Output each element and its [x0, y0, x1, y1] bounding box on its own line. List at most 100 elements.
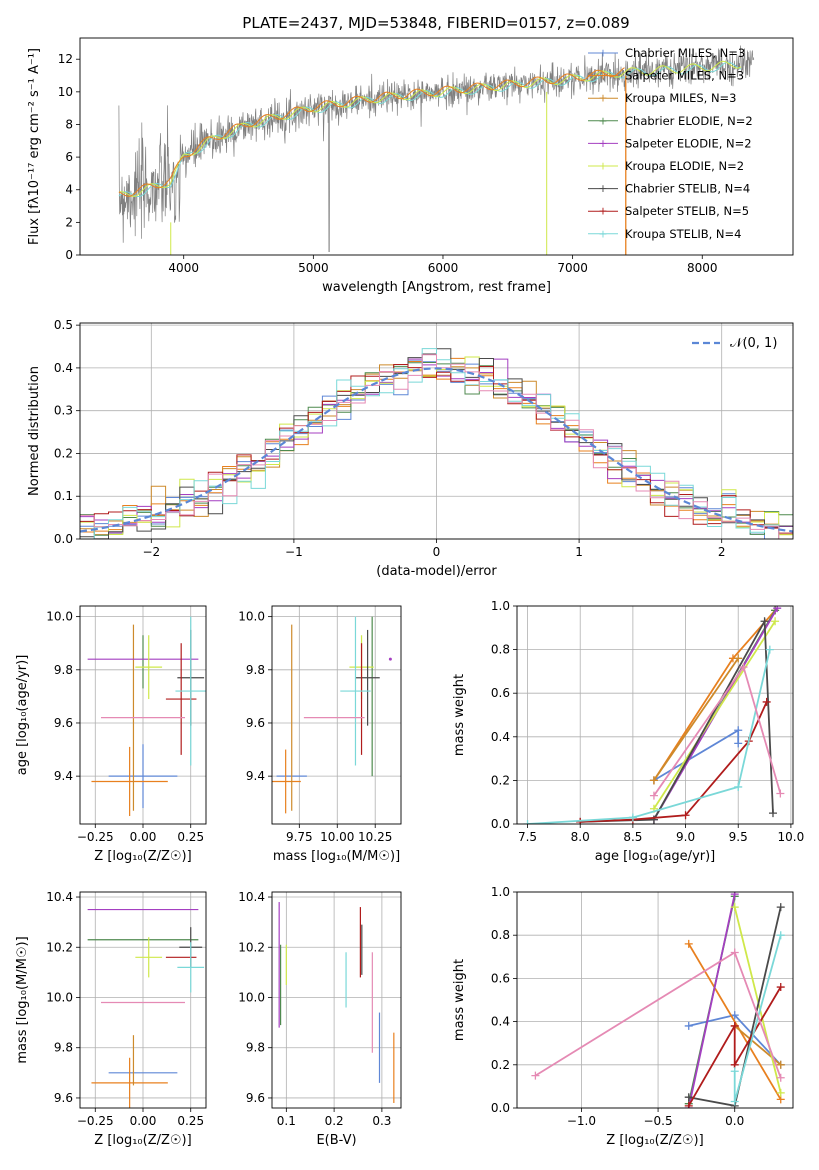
y-tick-label: 4	[65, 183, 73, 197]
legend-label: Chabrier ELODIE, N=2	[625, 114, 753, 128]
y-tick-label: 9.6	[246, 1091, 265, 1105]
weight-marker	[776, 1060, 785, 1069]
model-spectrum-2	[118, 60, 742, 197]
legend-marker: +	[598, 69, 607, 82]
y-tick-label: 0.6	[491, 971, 510, 985]
y-tick-label: 10.4	[46, 890, 73, 904]
y-tick-label: 12	[58, 52, 73, 66]
errorbar-point	[108, 744, 178, 809]
y-tick-label: 9.8	[54, 663, 73, 677]
legend-label: Salpeter ELODIE, N=2	[625, 136, 752, 150]
legend-marker: +	[598, 92, 607, 105]
x-tick-label: 7.5	[518, 830, 537, 844]
y-tick-label: 6	[65, 150, 73, 164]
panel-3: −0.25 0.00 0.25 9.4 9.6 9.8 10.0 Z [log₁₀(Z/Z☉)…	[15, 605, 207, 864]
plot-marks	[278, 902, 395, 1103]
weight-marker	[684, 1021, 693, 1030]
x-tick-label: 0.2	[325, 1114, 344, 1128]
weight-marker	[776, 789, 785, 798]
plot-marks	[80, 348, 793, 539]
weight-marker	[760, 617, 769, 626]
y-tick-label: 10.4	[238, 890, 265, 904]
model-spectrum-3	[118, 67, 625, 197]
plot-marks	[531, 892, 785, 1108]
weight-marker	[734, 782, 743, 791]
y-tick-label: 10.2	[238, 940, 265, 954]
x-tick-label: −1	[285, 545, 303, 559]
y-tick-label: 0.4	[491, 730, 510, 744]
weight-marker	[776, 931, 785, 940]
weight-marker	[734, 726, 743, 735]
y-axis-label: Flux [fλ10⁻¹⁷ erg cm⁻² s⁻¹ A⁻¹]	[27, 48, 42, 245]
plot-marks	[118, 45, 755, 255]
residual-histogram-10	[80, 354, 793, 539]
axes-frame	[79, 322, 794, 540]
y-tick-label: 1.0	[491, 599, 510, 613]
y-tick-label: 0.2	[491, 1058, 510, 1072]
x-tick-label: −0.5	[643, 1114, 672, 1128]
weight-marker	[734, 739, 743, 748]
weight-marker	[523, 820, 532, 824]
observed-spectrum	[118, 45, 755, 253]
x-tick-label: 1	[575, 545, 583, 559]
x-tick-label: 8.0	[571, 830, 590, 844]
weight-marker	[730, 1021, 739, 1030]
x-tick-label: 0.25	[177, 1114, 204, 1128]
legend-label: Salpeter MILES, N=3	[625, 69, 744, 83]
panel-6: −0.25 0.00 0.25 9.6 9.8 10.0 10.2 10.4 Z [log₁₀(…	[15, 890, 207, 1148]
y-tick-label: 9.8	[246, 663, 265, 677]
x-tick-label: 9.5	[729, 830, 748, 844]
y-tick-label: 0.2	[54, 446, 73, 460]
y-tick-label: 10.0	[46, 990, 73, 1004]
x-axis-label: E(B-V)	[316, 1133, 356, 1148]
y-tick-label: 9.8	[54, 1041, 73, 1055]
weight-marker	[684, 939, 693, 948]
y-tick-label: 9.6	[246, 716, 265, 730]
y-tick-label: 9.6	[54, 716, 73, 730]
y-tick-label: 10.0	[238, 990, 265, 1004]
weight-marker	[684, 1093, 693, 1102]
legend-marker: +	[598, 205, 607, 218]
y-tick-label: 10.0	[238, 610, 265, 624]
y-tick-label: 10.2	[46, 940, 73, 954]
x-tick-label: 7000	[557, 261, 588, 275]
y-tick-label: 0.0	[491, 1101, 510, 1115]
weight-marker	[776, 983, 785, 992]
x-tick-label: −2	[142, 545, 160, 559]
plot-marks	[87, 616, 206, 817]
panel-2: −2 −1 0 1 2 0.0 0.1 0.2 0.3 0.4 0.5 (data-model)/er…	[27, 318, 794, 579]
y-tick-label: 0.4	[54, 361, 73, 375]
residual-histogram-8	[80, 364, 793, 534]
x-tick-label: 2	[718, 545, 726, 559]
axes-frame	[79, 605, 207, 825]
axes-frame	[271, 891, 402, 1109]
plot-marks	[523, 606, 785, 824]
panel-5: 7.5 8.0 8.5 9.0 9.5 10.0 0.0 0.2 0.4 0.6 0.8 1.0 age…	[452, 599, 804, 864]
legend-label: Kroupa MILES, N=3	[625, 91, 737, 105]
legend-marker: +	[598, 182, 607, 195]
weight-line-salpeter_elodie	[687, 894, 736, 1108]
weight-marker	[681, 811, 690, 820]
legend-label: Chabrier STELIB, N=4	[625, 182, 750, 196]
weight-marker	[730, 1097, 739, 1106]
y-axis-label: Normed distribution	[27, 366, 42, 496]
weight-line-salpeter_miles	[687, 943, 782, 1100]
weight-marker	[771, 617, 780, 626]
legend-marker: +	[598, 227, 607, 240]
y-tick-label: 9.8	[246, 1041, 265, 1055]
weight-marker	[776, 1088, 785, 1097]
legend-label: Chabrier MILES, N=3	[625, 46, 745, 60]
weight-line-salpeter_stelib	[687, 986, 782, 1107]
y-tick-label: 0.8	[491, 928, 510, 942]
weight-marker	[649, 776, 658, 785]
axes-frame	[79, 891, 207, 1109]
errorbar-point	[165, 643, 197, 755]
point-marker	[388, 657, 392, 661]
errorbar-point	[135, 635, 163, 700]
weight-line-kroupa_stelib	[527, 649, 771, 824]
x-tick-label: 9.75	[286, 830, 313, 844]
axes-frame	[79, 37, 794, 256]
x-tick-label: 0.00	[130, 1114, 157, 1128]
y-axis-label: age [log₁₀(age/yr)]	[15, 655, 30, 776]
y-tick-label: 0.0	[491, 817, 510, 831]
